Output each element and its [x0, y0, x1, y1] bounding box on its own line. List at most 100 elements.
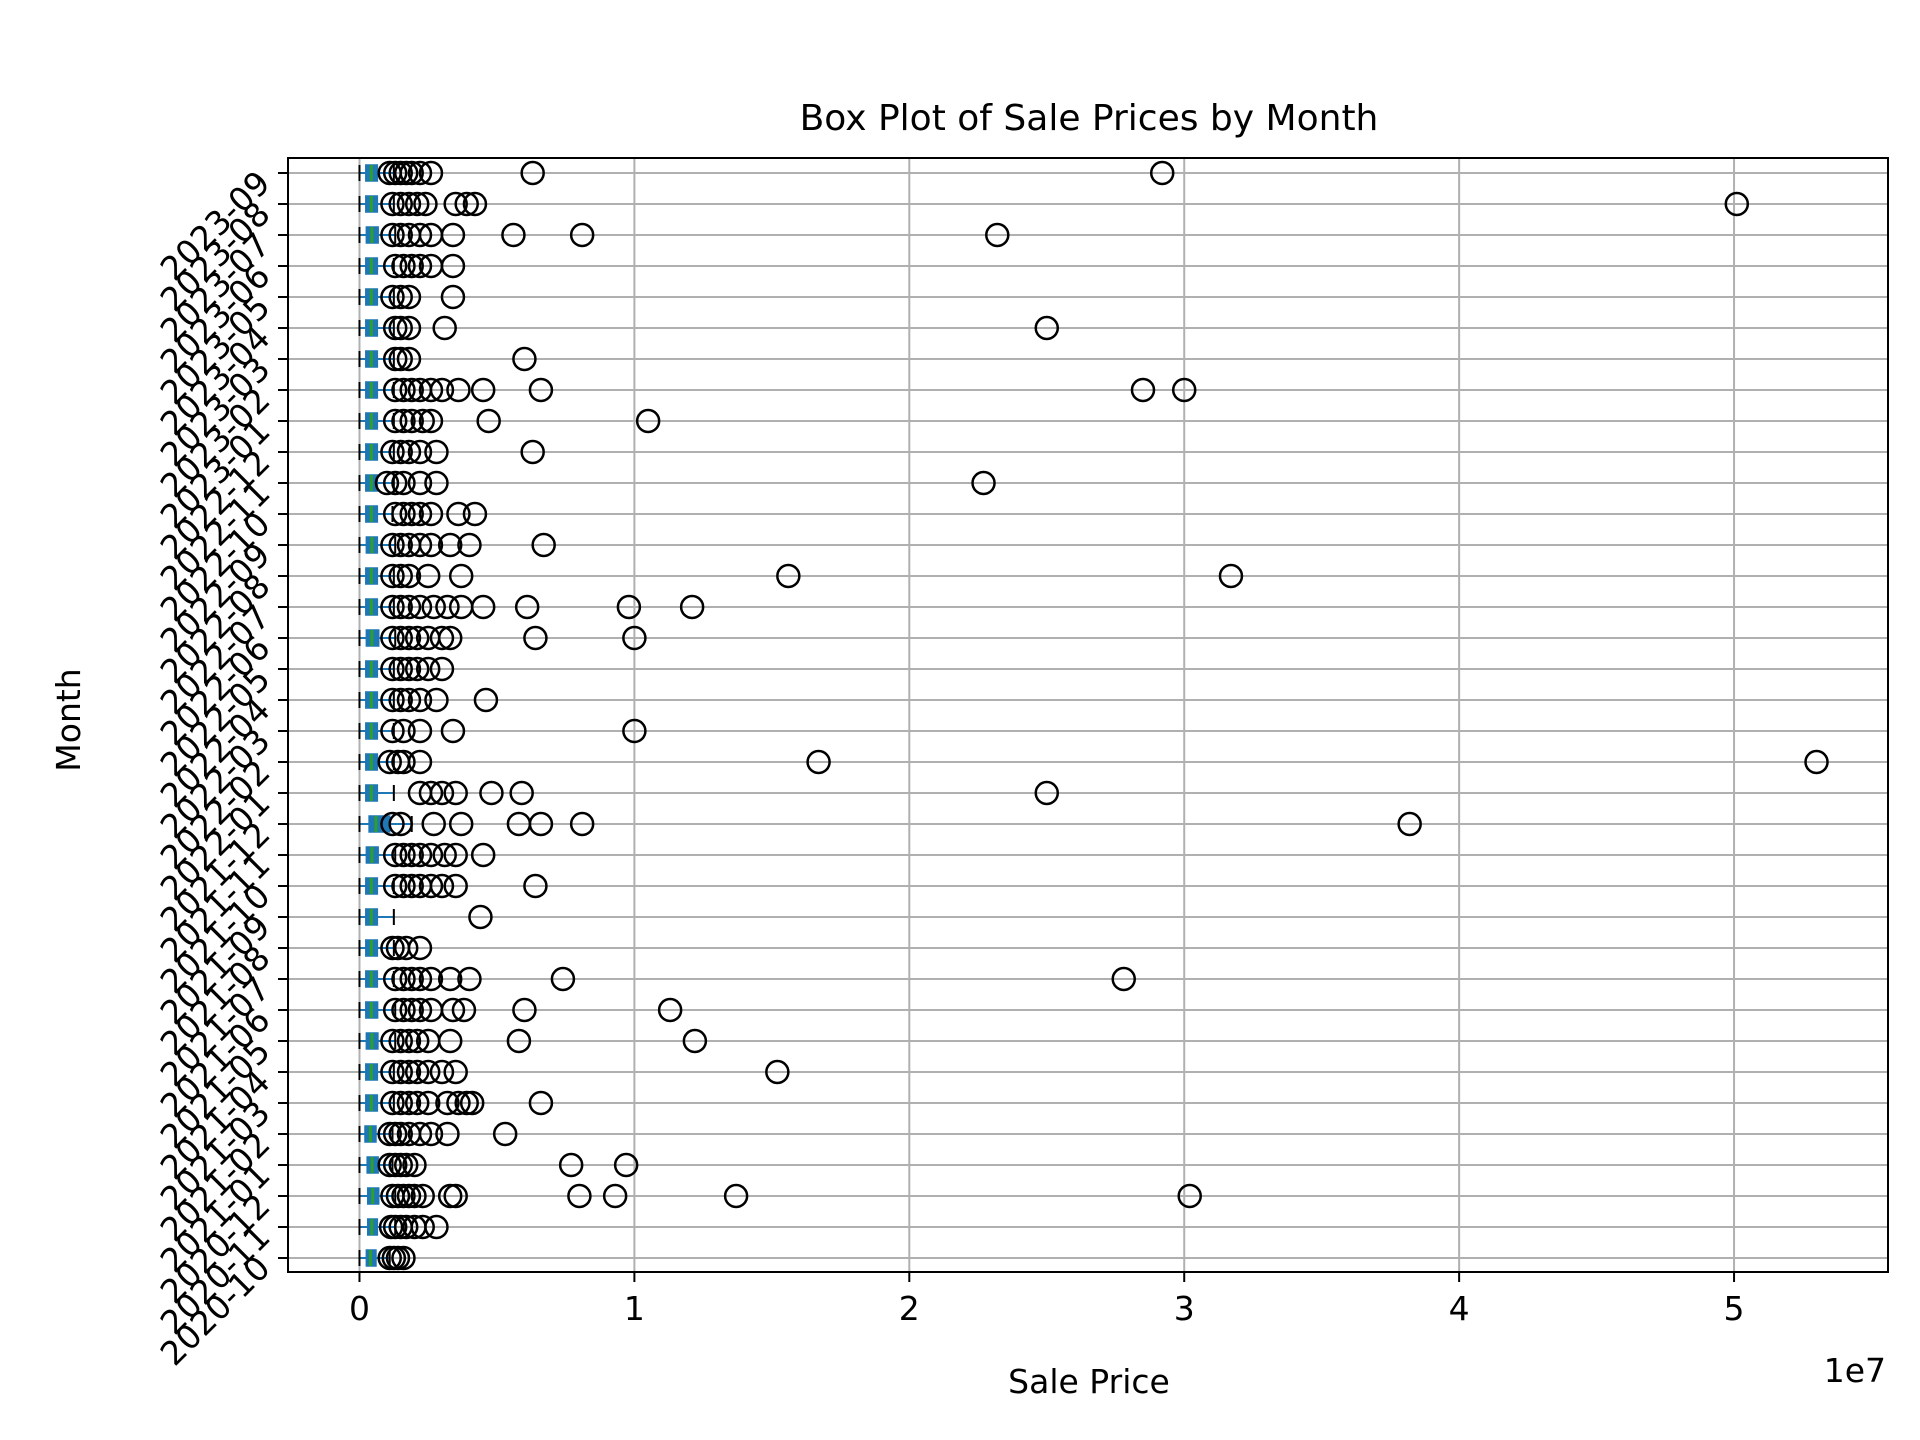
- outlier-point: [415, 563, 441, 589]
- x-tick-label: 4: [1449, 1289, 1470, 1328]
- outlier-point: [388, 1059, 413, 1085]
- outlier-point: [528, 811, 554, 837]
- outlier-point: [567, 1183, 592, 1209]
- outlier-point: [418, 501, 444, 527]
- outlier-point: [391, 501, 416, 527]
- outlier-point: [382, 470, 408, 496]
- outlier-point: [446, 377, 471, 403]
- outlier-point: [407, 160, 433, 186]
- outlier-point: [602, 1183, 628, 1209]
- outlier-point: [407, 842, 433, 868]
- outlier-point: [382, 160, 408, 186]
- outlier-point: [388, 625, 413, 651]
- outlier-point: [448, 563, 474, 589]
- outlier-point: [437, 1028, 463, 1054]
- outlier-point: [410, 1183, 435, 1209]
- outlier-point: [435, 594, 460, 620]
- outlier-point: [528, 377, 554, 403]
- outlier-point: [443, 873, 468, 899]
- outlier-point: [462, 191, 488, 217]
- outlier-point: [388, 1090, 413, 1116]
- outlier-point: [723, 1183, 749, 1209]
- outlier-point: [1171, 377, 1197, 403]
- outlier-point: [613, 1152, 639, 1178]
- outlier-point: [388, 1121, 413, 1147]
- outlier-point: [382, 253, 408, 279]
- outlier-point: [437, 625, 463, 651]
- outlier-point: [1034, 315, 1060, 341]
- outlier-point: [435, 1121, 460, 1147]
- x-tick-label: 0: [349, 1289, 370, 1328]
- outlier-point: [380, 1059, 405, 1085]
- outlier-point: [396, 656, 422, 682]
- outlier-point: [388, 563, 413, 589]
- x-tick-label: 5: [1724, 1289, 1745, 1328]
- outlier-point: [404, 191, 430, 217]
- outlier-point: [396, 1059, 422, 1085]
- outlier-point: [421, 811, 446, 837]
- outlier-point: [512, 997, 537, 1023]
- outlier-point: [399, 253, 424, 279]
- outlier-point: [971, 470, 996, 496]
- outlier-point: [443, 780, 468, 806]
- box-iqr: [368, 815, 391, 833]
- outlier-point: [985, 222, 1010, 248]
- outlier-point: [388, 315, 413, 341]
- outlier-point: [418, 532, 444, 558]
- outlier-point: [402, 1183, 427, 1209]
- outlier-point: [404, 1028, 430, 1054]
- outlier-point: [468, 904, 493, 930]
- outlier-points: [374, 160, 1829, 1271]
- outlier-point: [380, 811, 405, 837]
- outlier-point: [437, 1183, 463, 1209]
- outlier-point: [404, 656, 430, 682]
- x-tick-label: 2: [899, 1289, 920, 1328]
- outlier-point: [470, 594, 496, 620]
- outlier-point: [391, 873, 416, 899]
- outlier-point: [432, 315, 457, 341]
- outlier-point: [550, 966, 576, 992]
- outlier-point: [380, 1028, 405, 1054]
- outlier-point: [396, 1090, 422, 1116]
- outlier-point: [396, 315, 422, 341]
- outlier-point: [501, 222, 526, 248]
- x-axis-offset-label: 1e7: [1824, 1351, 1886, 1390]
- outlier-point: [391, 1183, 416, 1209]
- outlier-point: [616, 594, 642, 620]
- outlier-point: [382, 966, 408, 992]
- outlier-point: [399, 873, 424, 899]
- outlier-point: [388, 594, 413, 620]
- outlier-point: [399, 377, 424, 403]
- outlier-point: [388, 1152, 413, 1178]
- outlier-point: [410, 408, 435, 434]
- outlier-point: [473, 687, 499, 713]
- chart-title: Box Plot of Sale Prices by Month: [800, 98, 1379, 139]
- outlier-point: [506, 1028, 532, 1054]
- outlier-point: [443, 191, 468, 217]
- outlier-point: [418, 966, 444, 992]
- outlier-point: [418, 842, 444, 868]
- outlier-point: [377, 1152, 402, 1178]
- outlier-point: [391, 997, 416, 1023]
- outlier-point: [806, 749, 831, 775]
- outlier-point: [470, 377, 496, 403]
- outlier-point: [396, 284, 422, 310]
- outlier-point: [407, 718, 433, 744]
- outlier-point: [765, 1059, 790, 1085]
- outlier-point: [388, 439, 413, 465]
- outlier-point: [399, 966, 424, 992]
- outlier-point: [407, 501, 433, 527]
- outlier-point: [396, 346, 422, 372]
- outlier-point: [446, 1090, 471, 1116]
- outlier-point: [407, 749, 433, 775]
- outlier-point: [388, 284, 413, 310]
- outlier-point: [380, 1090, 405, 1116]
- outlier-point: [380, 656, 405, 682]
- outlier-point: [391, 470, 416, 496]
- outlier-point: [1130, 377, 1156, 403]
- outlier-point: [622, 718, 647, 744]
- outlier-point: [391, 408, 416, 434]
- outlier-point: [396, 594, 422, 620]
- outlier-point: [635, 408, 661, 434]
- outlier-point: [454, 191, 479, 217]
